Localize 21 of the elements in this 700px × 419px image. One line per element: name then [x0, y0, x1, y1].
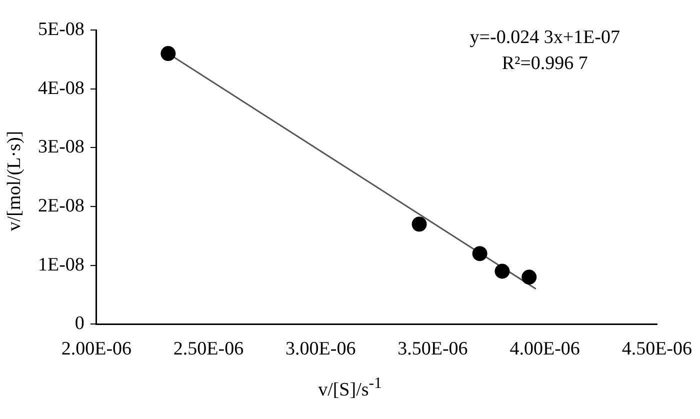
y-tick-label: 3E-08: [38, 136, 84, 158]
y-tick-label: 0: [74, 313, 84, 334]
y-tick-label: 1E-08: [38, 254, 84, 276]
annotation: y=-0.024 3x+1E-07: [470, 27, 620, 48]
x-axis-title: v/[S]/s$^{-1}$: [317, 375, 383, 402]
x-tick-label: 2.50E-06: [173, 338, 244, 360]
point: [522, 270, 537, 285]
x-tick-label: 4.50E-06: [622, 338, 692, 360]
point: [494, 264, 510, 279]
x-tick-label: 2.00E-06: [61, 338, 132, 360]
annotation: R²=0.996 7: [502, 53, 588, 74]
point: [472, 246, 488, 262]
point: [160, 46, 176, 62]
x-tick-label: 3.50E-06: [398, 338, 468, 360]
y-tick-label: 2E-08: [38, 196, 84, 217]
x-tick-label: 4.00E-06: [510, 338, 580, 360]
x-tick-label: 3.00E-06: [286, 338, 356, 360]
y-tick-label: 4E-08: [38, 78, 84, 99]
point: [412, 216, 427, 232]
y-tick-label: 5E-08: [38, 18, 84, 40]
y-axis-title: v/[mol/(L·s)]: [4, 130, 26, 234]
